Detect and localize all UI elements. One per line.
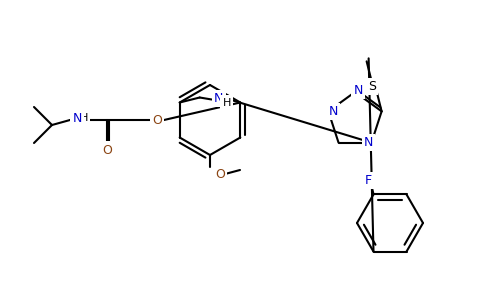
Text: O: O (152, 114, 162, 126)
Text: O: O (215, 168, 224, 181)
Text: O: O (102, 144, 112, 157)
Text: N: N (214, 92, 223, 105)
Text: S: S (367, 80, 375, 93)
Text: N: N (353, 84, 362, 96)
Text: H: H (222, 98, 230, 108)
Text: F: F (364, 174, 371, 187)
Text: N: N (328, 105, 337, 118)
Text: N: N (72, 112, 81, 125)
Text: H: H (80, 113, 88, 123)
Text: N: N (363, 136, 372, 149)
